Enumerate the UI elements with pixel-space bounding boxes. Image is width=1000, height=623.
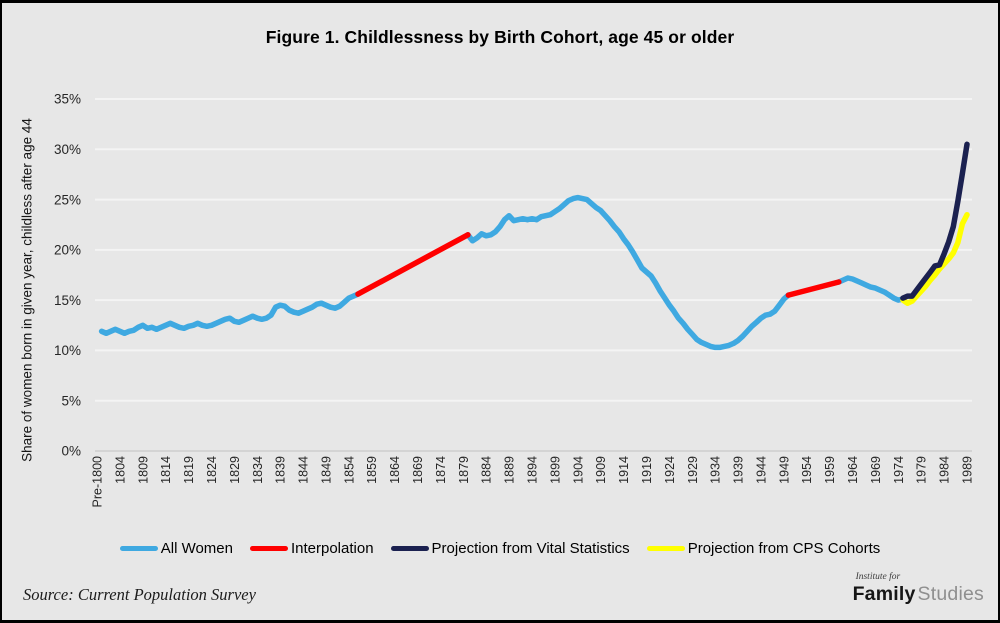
x-tick-label: 1889 — [503, 456, 517, 484]
x-tick-label: 1804 — [113, 456, 127, 484]
x-tick-label: 1854 — [342, 456, 356, 484]
x-tick-label: 1949 — [777, 456, 791, 484]
x-tick-label: 1819 — [182, 456, 196, 484]
x-tick-label: 1879 — [457, 456, 471, 484]
x-tick-label: 1969 — [869, 456, 883, 484]
x-tick-label: 1959 — [823, 456, 837, 484]
chart-plot-area: 0% 5% 10% 15% 20% 25% 30% 35% Pre-1800 1804 1809 18… — [54, 92, 975, 508]
x-tick-label: 1939 — [732, 456, 746, 484]
y-tick-label: 15% — [54, 293, 81, 308]
y-tick-label: 35% — [54, 92, 81, 107]
x-tick-label: 1934 — [709, 456, 723, 484]
y-tick-label: 20% — [54, 243, 81, 258]
y-tick-label: 10% — [54, 343, 81, 358]
chart-legend: All Women Interpolation Projection from Vi… — [2, 540, 998, 557]
legend-label: All Women — [160, 540, 233, 557]
x-tick-label: 1909 — [594, 456, 608, 484]
legend-label: Interpolation — [290, 540, 374, 557]
series-line-projection-from-vital-statistics — [900, 141, 970, 301]
series-line-all-women — [836, 275, 906, 303]
x-tick-label: 1964 — [846, 456, 860, 484]
y-tick-label: 25% — [54, 192, 81, 207]
x-tick-label: Pre-1800 — [91, 456, 105, 507]
legend-label: Projection from CPS Cohorts — [687, 540, 881, 557]
x-tick-label: 1914 — [617, 456, 631, 484]
logo-studies-text: Studies — [917, 582, 984, 605]
series-line-projection-from-cps-cohorts — [900, 211, 970, 306]
source-note: Source: Current Population Survey — [23, 585, 256, 604]
y-tick-label: 5% — [61, 393, 81, 408]
legend-swatch — [646, 546, 685, 551]
x-tick-label: 1929 — [686, 456, 700, 484]
series-line-interpolation — [355, 232, 471, 297]
legend-swatch — [249, 546, 288, 551]
logo-institute-for: Institute for — [855, 572, 901, 582]
x-tick-label: 1884 — [480, 456, 494, 484]
x-tick-label: 1814 — [159, 456, 173, 484]
series-line-interpolation — [785, 279, 842, 298]
logo-family-text: Family — [852, 582, 916, 605]
legend-item: All Women — [119, 540, 233, 557]
legend-label: Projection from Vital Statistics — [431, 540, 630, 557]
x-tick-label: 1989 — [961, 456, 975, 484]
series-line-all-women — [98, 291, 361, 337]
x-tick-label: 1924 — [663, 456, 677, 484]
figure-title: Figure 1. Childlessness by Birth Cohort,… — [265, 27, 735, 47]
x-tick-label: 1829 — [228, 456, 242, 484]
x-tick-label: 1954 — [800, 456, 814, 484]
y-tick-label: 30% — [54, 142, 81, 157]
legend-item: Projection from Vital Statistics — [390, 540, 630, 557]
x-tick-label: 1874 — [434, 456, 448, 484]
legend-swatch — [390, 546, 429, 551]
ifs-logo: Institute for Family Studies — [853, 572, 984, 604]
x-tick-label: 1899 — [548, 456, 562, 484]
x-tick-label: 1984 — [938, 456, 952, 484]
logo-wordmark: Family Studies — [853, 584, 984, 604]
x-tick-label: 1944 — [754, 456, 768, 484]
series-line-all-women — [465, 194, 792, 351]
x-tick-label: 1809 — [136, 456, 150, 484]
x-tick-label: 1849 — [319, 456, 333, 484]
x-tick-label: 1859 — [365, 456, 379, 484]
x-tick-label: 1979 — [915, 456, 929, 484]
legend-swatch — [119, 546, 158, 551]
x-tick-label: 1904 — [571, 456, 585, 484]
x-tick-label: 1834 — [251, 456, 265, 484]
x-tick-label: 1974 — [892, 456, 906, 484]
y-tick-label: 0% — [61, 444, 81, 459]
x-tick-label: 1864 — [388, 456, 402, 484]
x-tick-label: 1919 — [640, 456, 654, 484]
x-tick-label: 1894 — [526, 456, 540, 484]
legend-item: Projection from CPS Cohorts — [646, 540, 881, 557]
legend-item: Interpolation — [249, 540, 374, 557]
x-tick-label: 1869 — [411, 456, 425, 484]
x-tick-label: 1824 — [205, 456, 219, 484]
x-tick-label: 1844 — [297, 456, 311, 484]
x-tick-label: 1839 — [274, 456, 288, 484]
